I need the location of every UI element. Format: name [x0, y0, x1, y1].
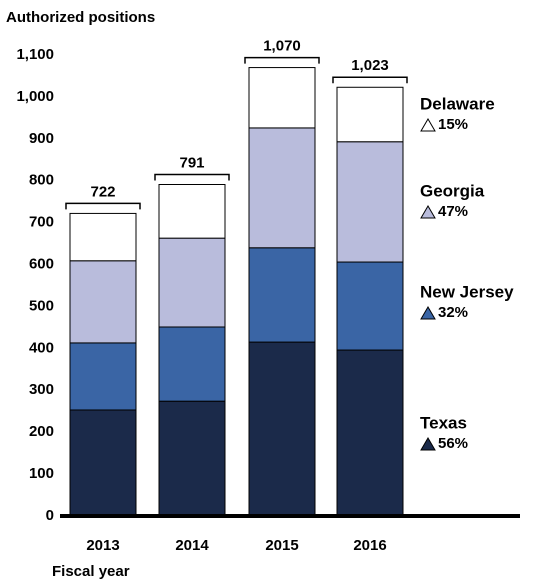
bar-segment — [248, 341, 316, 517]
bar-segment — [248, 127, 316, 249]
bar-segment — [336, 86, 404, 143]
x-tick-label: 2013 — [86, 537, 119, 554]
y-tick-label: 500 — [29, 297, 54, 314]
y-tick-label: 0 — [46, 507, 54, 524]
bar-segment — [336, 141, 404, 263]
y-tick-label: 1,000 — [16, 88, 54, 105]
y-tick-label: 800 — [29, 172, 54, 189]
total-label: 791 — [179, 154, 204, 171]
legend-change: 56% — [438, 435, 468, 452]
total-label: 1,023 — [351, 57, 389, 74]
legend-triangle — [420, 205, 436, 219]
bar-segment — [248, 67, 316, 129]
bar-segment — [69, 342, 137, 411]
legend-change: 47% — [438, 203, 468, 220]
legend-change: 15% — [438, 116, 468, 133]
bar-segment — [158, 400, 226, 517]
x-tick-label: 2016 — [353, 537, 386, 554]
bar-segment — [336, 349, 404, 517]
bar-segment — [158, 326, 226, 402]
x-tick-label: 2015 — [265, 537, 298, 554]
bar-segment — [158, 237, 226, 328]
y-tick-label: 900 — [29, 130, 54, 147]
total-bracket — [332, 76, 408, 84]
bar-segment — [158, 183, 226, 239]
y-tick-label: 700 — [29, 214, 54, 231]
legend-label: New Jersey — [420, 282, 514, 301]
x-axis-label: Fiscal year — [52, 563, 130, 580]
y-tick-label: 1,100 — [16, 46, 54, 63]
total-bracket — [154, 173, 230, 181]
bar-segment — [336, 261, 404, 351]
x-tick-label: 2014 — [175, 537, 209, 554]
bar-segment — [69, 212, 137, 262]
y-tick-label: 400 — [29, 339, 54, 356]
y-axis-label: Authorized positions — [6, 9, 155, 26]
total-label: 1,070 — [263, 38, 301, 55]
legend-triangle — [420, 437, 436, 451]
legend-label: Georgia — [420, 181, 485, 200]
legend-label: Texas — [420, 413, 467, 432]
y-tick-label: 100 — [29, 465, 54, 482]
legend-change: 32% — [438, 304, 468, 321]
total-label: 722 — [90, 183, 115, 200]
bar-segment — [248, 247, 316, 343]
legend-triangle — [420, 118, 436, 132]
y-tick-label: 600 — [29, 256, 54, 273]
legend-label: Delaware — [420, 94, 495, 113]
legend-triangle — [420, 306, 436, 320]
y-tick-label: 200 — [29, 423, 54, 440]
bar-segment — [69, 260, 137, 344]
total-bracket — [65, 202, 141, 210]
total-bracket — [244, 56, 320, 64]
bar-segment — [69, 409, 137, 517]
y-tick-label: 300 — [29, 381, 54, 398]
